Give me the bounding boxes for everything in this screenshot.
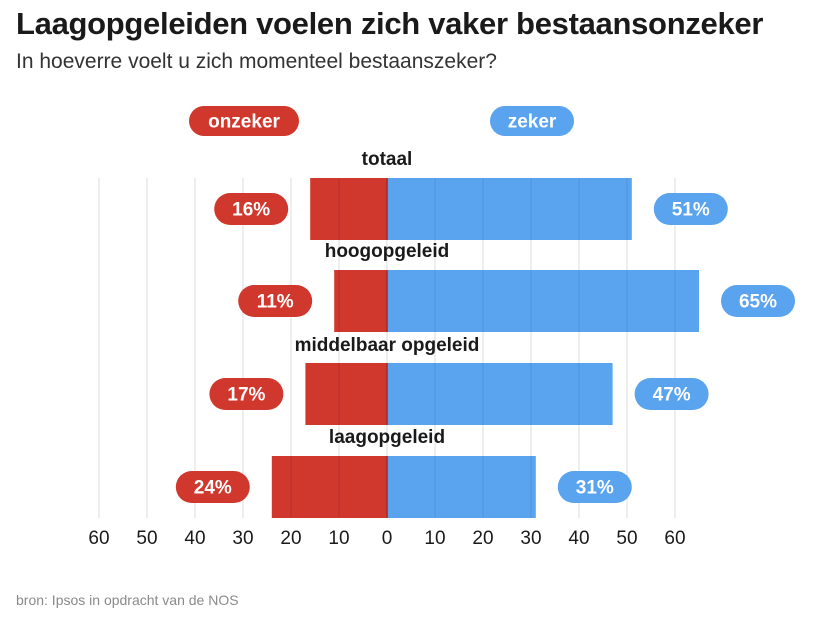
bar-zeker — [387, 178, 632, 240]
value-label-onzeker-text: 11% — [257, 292, 294, 313]
value-label-zeker-text: 65% — [739, 292, 777, 313]
legend-zeker: zeker — [490, 106, 574, 136]
x-tick-label: 0 — [382, 528, 393, 549]
value-label-onzeker-background — [238, 285, 313, 317]
value-label-onzeker-text: 17% — [227, 385, 265, 406]
chart-subtitle: In hoeverre voelt u zich momenteel besta… — [16, 50, 497, 73]
x-tick-label: 40 — [568, 528, 589, 549]
x-tick-label: 10 — [424, 528, 445, 549]
bar-onzeker — [305, 363, 387, 425]
legend-onzeker-background — [189, 106, 299, 136]
bar-zeker — [387, 363, 613, 425]
value-label-onzeker-background — [175, 471, 250, 503]
category-label: totaal — [362, 149, 413, 170]
value-label-zeker: 47% — [634, 378, 709, 410]
value-label-onzeker: 11% — [238, 285, 313, 317]
x-tick-label: 60 — [88, 528, 109, 549]
legend-zeker-background — [490, 106, 574, 136]
value-label-onzeker-text: 16% — [232, 200, 270, 221]
value-label-zeker-text: 47% — [653, 385, 691, 406]
category-label: middelbaar opgeleid — [295, 335, 480, 356]
value-label-onzeker: 16% — [214, 193, 289, 225]
value-label-zeker-text: 31% — [576, 478, 614, 499]
bar-onzeker — [310, 178, 387, 240]
x-tick-label: 60 — [664, 528, 685, 549]
x-tick-label: 40 — [184, 528, 205, 549]
bar-zeker — [387, 270, 699, 332]
x-tick-label: 10 — [328, 528, 349, 549]
chart-title: Laagopgeleiden voelen zich vaker bestaan… — [16, 6, 764, 41]
x-tick-label: 50 — [616, 528, 637, 549]
bar-onzeker — [271, 456, 387, 518]
source-note: bron: Ipsos in opdracht van de NOS — [16, 592, 239, 608]
legend-onzeker: onzeker — [189, 106, 299, 136]
category-label: laagopgeleid — [329, 427, 445, 448]
value-label-zeker-background — [721, 285, 795, 317]
bar-onzeker — [334, 270, 387, 332]
value-label-zeker-text: 51% — [672, 200, 710, 221]
value-label-zeker: 31% — [557, 471, 632, 503]
value-label-onzeker-background — [209, 378, 284, 410]
value-label-zeker: 65% — [721, 285, 795, 317]
legend-onzeker-text: onzeker — [208, 112, 280, 133]
x-tick-label: 30 — [520, 528, 541, 549]
value-label-onzeker: 24% — [175, 471, 250, 503]
x-tick-label: 30 — [232, 528, 253, 549]
value-label-onzeker: 17% — [209, 378, 284, 410]
value-label-onzeker-text: 24% — [194, 478, 232, 499]
category-label: hoogopgeleid — [325, 241, 450, 262]
value-label-zeker-background — [634, 378, 709, 410]
x-tick-label: 20 — [280, 528, 301, 549]
bar-zeker — [387, 456, 536, 518]
value-label-zeker-background — [653, 193, 728, 225]
value-label-zeker: 51% — [653, 193, 728, 225]
value-label-zeker-background — [557, 471, 632, 503]
x-tick-label: 50 — [136, 528, 157, 549]
legend-zeker-text: zeker — [508, 112, 557, 133]
x-tick-label: 20 — [472, 528, 493, 549]
value-label-onzeker-background — [214, 193, 289, 225]
